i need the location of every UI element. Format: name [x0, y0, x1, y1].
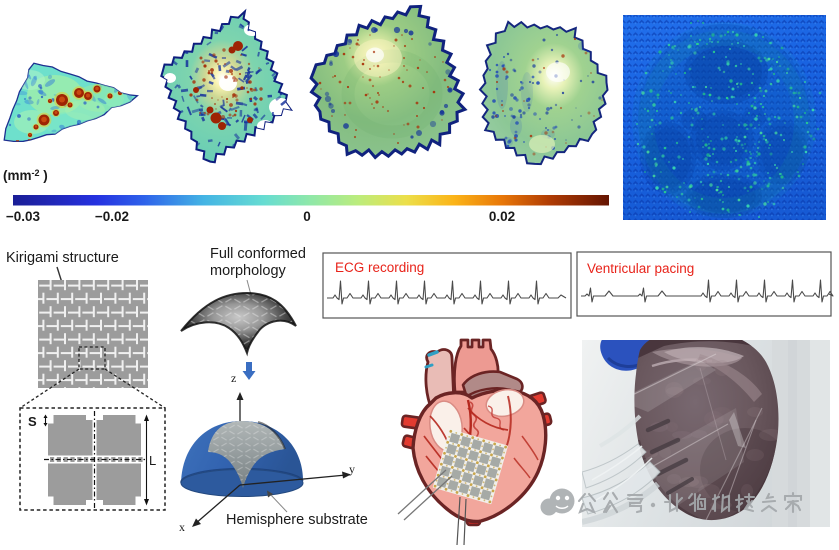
svg-text:−0.02: −0.02 — [95, 209, 129, 224]
svg-text:Hemisphere substrate: Hemisphere substrate — [226, 512, 368, 528]
svg-text:−0.03: −0.03 — [6, 209, 41, 224]
svg-text:Kirigami structure: Kirigami structure — [6, 250, 119, 266]
svg-text:S: S — [28, 414, 37, 429]
svg-text:z: z — [231, 371, 236, 385]
svg-text:Ventricular pacing: Ventricular pacing — [587, 261, 694, 276]
svg-text:ECG recording: ECG recording — [335, 260, 424, 275]
svg-text:0.02: 0.02 — [489, 209, 515, 224]
svg-text:0: 0 — [303, 209, 311, 224]
svg-text:x: x — [179, 520, 185, 534]
svg-text:morphology: morphology — [210, 263, 287, 279]
svg-text:Full conformed: Full conformed — [210, 246, 306, 262]
svg-text:y: y — [349, 462, 355, 476]
svg-text:(mm-2 ): (mm-2 ) — [3, 168, 48, 183]
svg-text:L: L — [149, 453, 156, 468]
